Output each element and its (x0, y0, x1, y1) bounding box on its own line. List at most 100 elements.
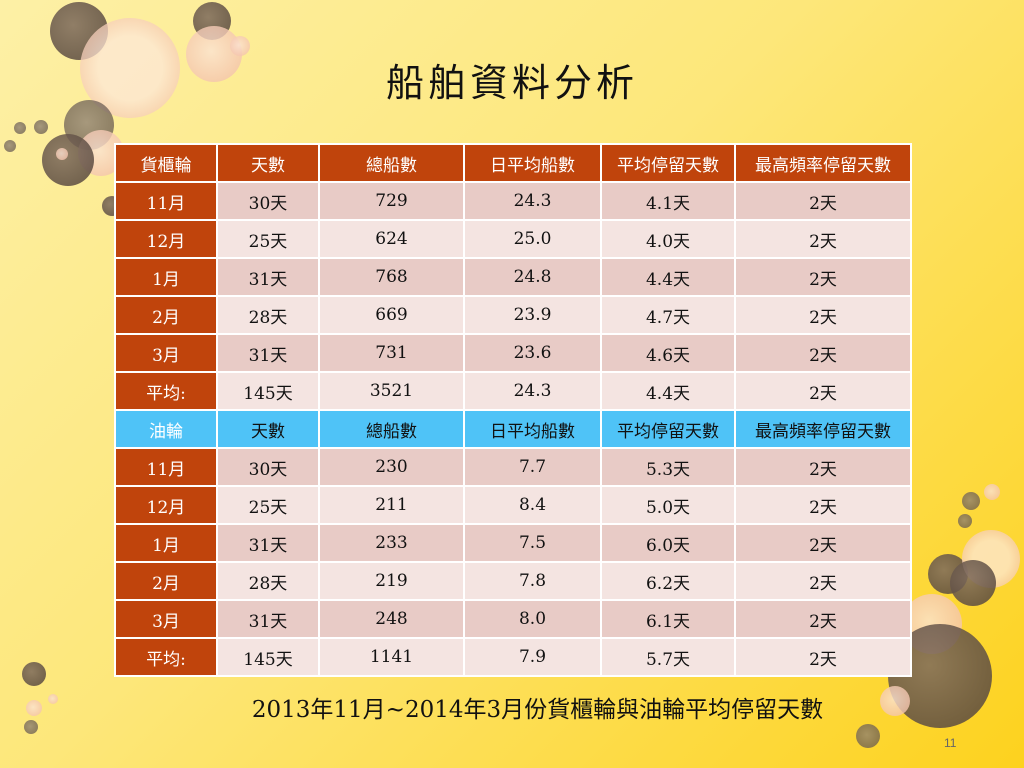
decorative-circle (34, 120, 48, 134)
table-cell: 30天 (216, 447, 320, 487)
decorative-circle (22, 662, 46, 686)
table-cell: 5.3天 (600, 447, 736, 487)
table-cell: 2天 (734, 447, 912, 487)
table-cell: 2天 (734, 599, 912, 639)
table-cell: 7.5 (463, 523, 602, 563)
table-cell: 219 (318, 561, 465, 601)
header-cell: 貨櫃輪 (114, 143, 218, 183)
header-cell: 油輪 (114, 409, 218, 449)
row-label: 2月 (114, 561, 218, 601)
header-cell: 平均停留天數 (600, 409, 736, 449)
table-cell: 7.8 (463, 561, 602, 601)
table-cell: 624 (318, 219, 465, 259)
row-label: 11月 (114, 181, 218, 221)
table-cell: 7.9 (463, 637, 602, 677)
table-cell: 30天 (216, 181, 320, 221)
row-label: 1月 (114, 257, 218, 297)
table-row: 12月 25天 211 8.4 5.0天 2天 (114, 485, 912, 525)
table-cell: 5.7天 (600, 637, 736, 677)
table-cell: 2天 (734, 637, 912, 677)
decorative-circle (42, 134, 94, 186)
decorative-circle (958, 514, 972, 528)
table-row: 11月 30天 729 24.3 4.1天 2天 (114, 181, 912, 221)
header-cell: 天數 (216, 409, 320, 449)
table-row: 11月 30天 230 7.7 5.3天 2天 (114, 447, 912, 487)
decorative-circle (24, 720, 38, 734)
ship-data-table: 貨櫃輪 天數 總船數 日平均船數 平均停留天數 最高頻率停留天數 11月 30天… (114, 143, 912, 677)
page-number: 11 (944, 736, 957, 750)
table-cell: 233 (318, 523, 465, 563)
table-row: 2月 28天 219 7.8 6.2天 2天 (114, 561, 912, 601)
header-cell: 日平均船數 (463, 143, 602, 183)
table-cell: 230 (318, 447, 465, 487)
table-cell: 25.0 (463, 219, 602, 259)
page-title: 船舶資料分析 (385, 61, 638, 105)
table-cell: 729 (318, 181, 465, 221)
table-caption: 2013年11月~2014年3月份貨櫃輪與油輪平均停留天數 (251, 697, 824, 723)
table-cell: 7.7 (463, 447, 602, 487)
table-cell: 31天 (216, 257, 320, 297)
header-cell: 平均停留天數 (600, 143, 736, 183)
row-label: 12月 (114, 485, 218, 525)
table-cell: 4.4天 (600, 257, 736, 297)
table-cell: 6.0天 (600, 523, 736, 563)
table-cell: 2天 (734, 295, 912, 335)
table-cell: 145天 (216, 371, 320, 411)
table-cell: 3521 (318, 371, 465, 411)
table-cell: 4.0天 (600, 219, 736, 259)
container-ship-header-row: 貨櫃輪 天數 總船數 日平均船數 平均停留天數 最高頻率停留天數 (114, 143, 912, 183)
table-cell: 731 (318, 333, 465, 373)
header-cell: 最高頻率停留天數 (734, 409, 912, 449)
header-cell: 日平均船數 (463, 409, 602, 449)
table-cell: 211 (318, 485, 465, 525)
decorative-circle (962, 492, 980, 510)
table-row: 1月 31天 233 7.5 6.0天 2天 (114, 523, 912, 563)
row-label: 3月 (114, 599, 218, 639)
table-row: 3月 31天 248 8.0 6.1天 2天 (114, 599, 912, 639)
table-cell: 31天 (216, 333, 320, 373)
table-cell: 8.0 (463, 599, 602, 639)
table-cell: 31天 (216, 599, 320, 639)
decorative-circle (984, 484, 1000, 500)
table-cell: 145天 (216, 637, 320, 677)
decorative-circle (48, 694, 58, 704)
average-row: 平均: 145天 1141 7.9 5.7天 2天 (114, 637, 912, 677)
decorative-circle (950, 560, 996, 606)
table-row: 2月 28天 669 23.9 4.7天 2天 (114, 295, 912, 335)
decorative-circle (186, 26, 242, 82)
table-cell: 31天 (216, 523, 320, 563)
table-cell: 4.7天 (600, 295, 736, 335)
table-cell: 6.2天 (600, 561, 736, 601)
table-cell: 2天 (734, 523, 912, 563)
decorative-circle (880, 686, 910, 716)
table-cell: 4.4天 (600, 371, 736, 411)
decorative-circle (230, 36, 250, 56)
table-cell: 2天 (734, 257, 912, 297)
table-cell: 4.6天 (600, 333, 736, 373)
decorative-circle (26, 700, 42, 716)
table-row: 3月 31天 731 23.6 4.6天 2天 (114, 333, 912, 373)
header-cell: 最高頻率停留天數 (734, 143, 912, 183)
table-cell: 768 (318, 257, 465, 297)
row-label: 平均: (114, 637, 218, 677)
table-cell: 24.3 (463, 181, 602, 221)
table-cell: 4.1天 (600, 181, 736, 221)
table-cell: 23.6 (463, 333, 602, 373)
table-cell: 25天 (216, 485, 320, 525)
table-cell: 28天 (216, 295, 320, 335)
row-label: 1月 (114, 523, 218, 563)
table-cell: 23.9 (463, 295, 602, 335)
row-label: 2月 (114, 295, 218, 335)
table-cell: 24.3 (463, 371, 602, 411)
table-cell: 25天 (216, 219, 320, 259)
header-cell: 總船數 (318, 143, 465, 183)
table-cell: 669 (318, 295, 465, 335)
decorative-circle (14, 122, 26, 134)
decorative-circle (4, 140, 16, 152)
table-cell: 8.4 (463, 485, 602, 525)
table-cell: 2天 (734, 485, 912, 525)
header-cell: 天數 (216, 143, 320, 183)
row-label: 12月 (114, 219, 218, 259)
row-label: 11月 (114, 447, 218, 487)
table-cell: 2天 (734, 219, 912, 259)
